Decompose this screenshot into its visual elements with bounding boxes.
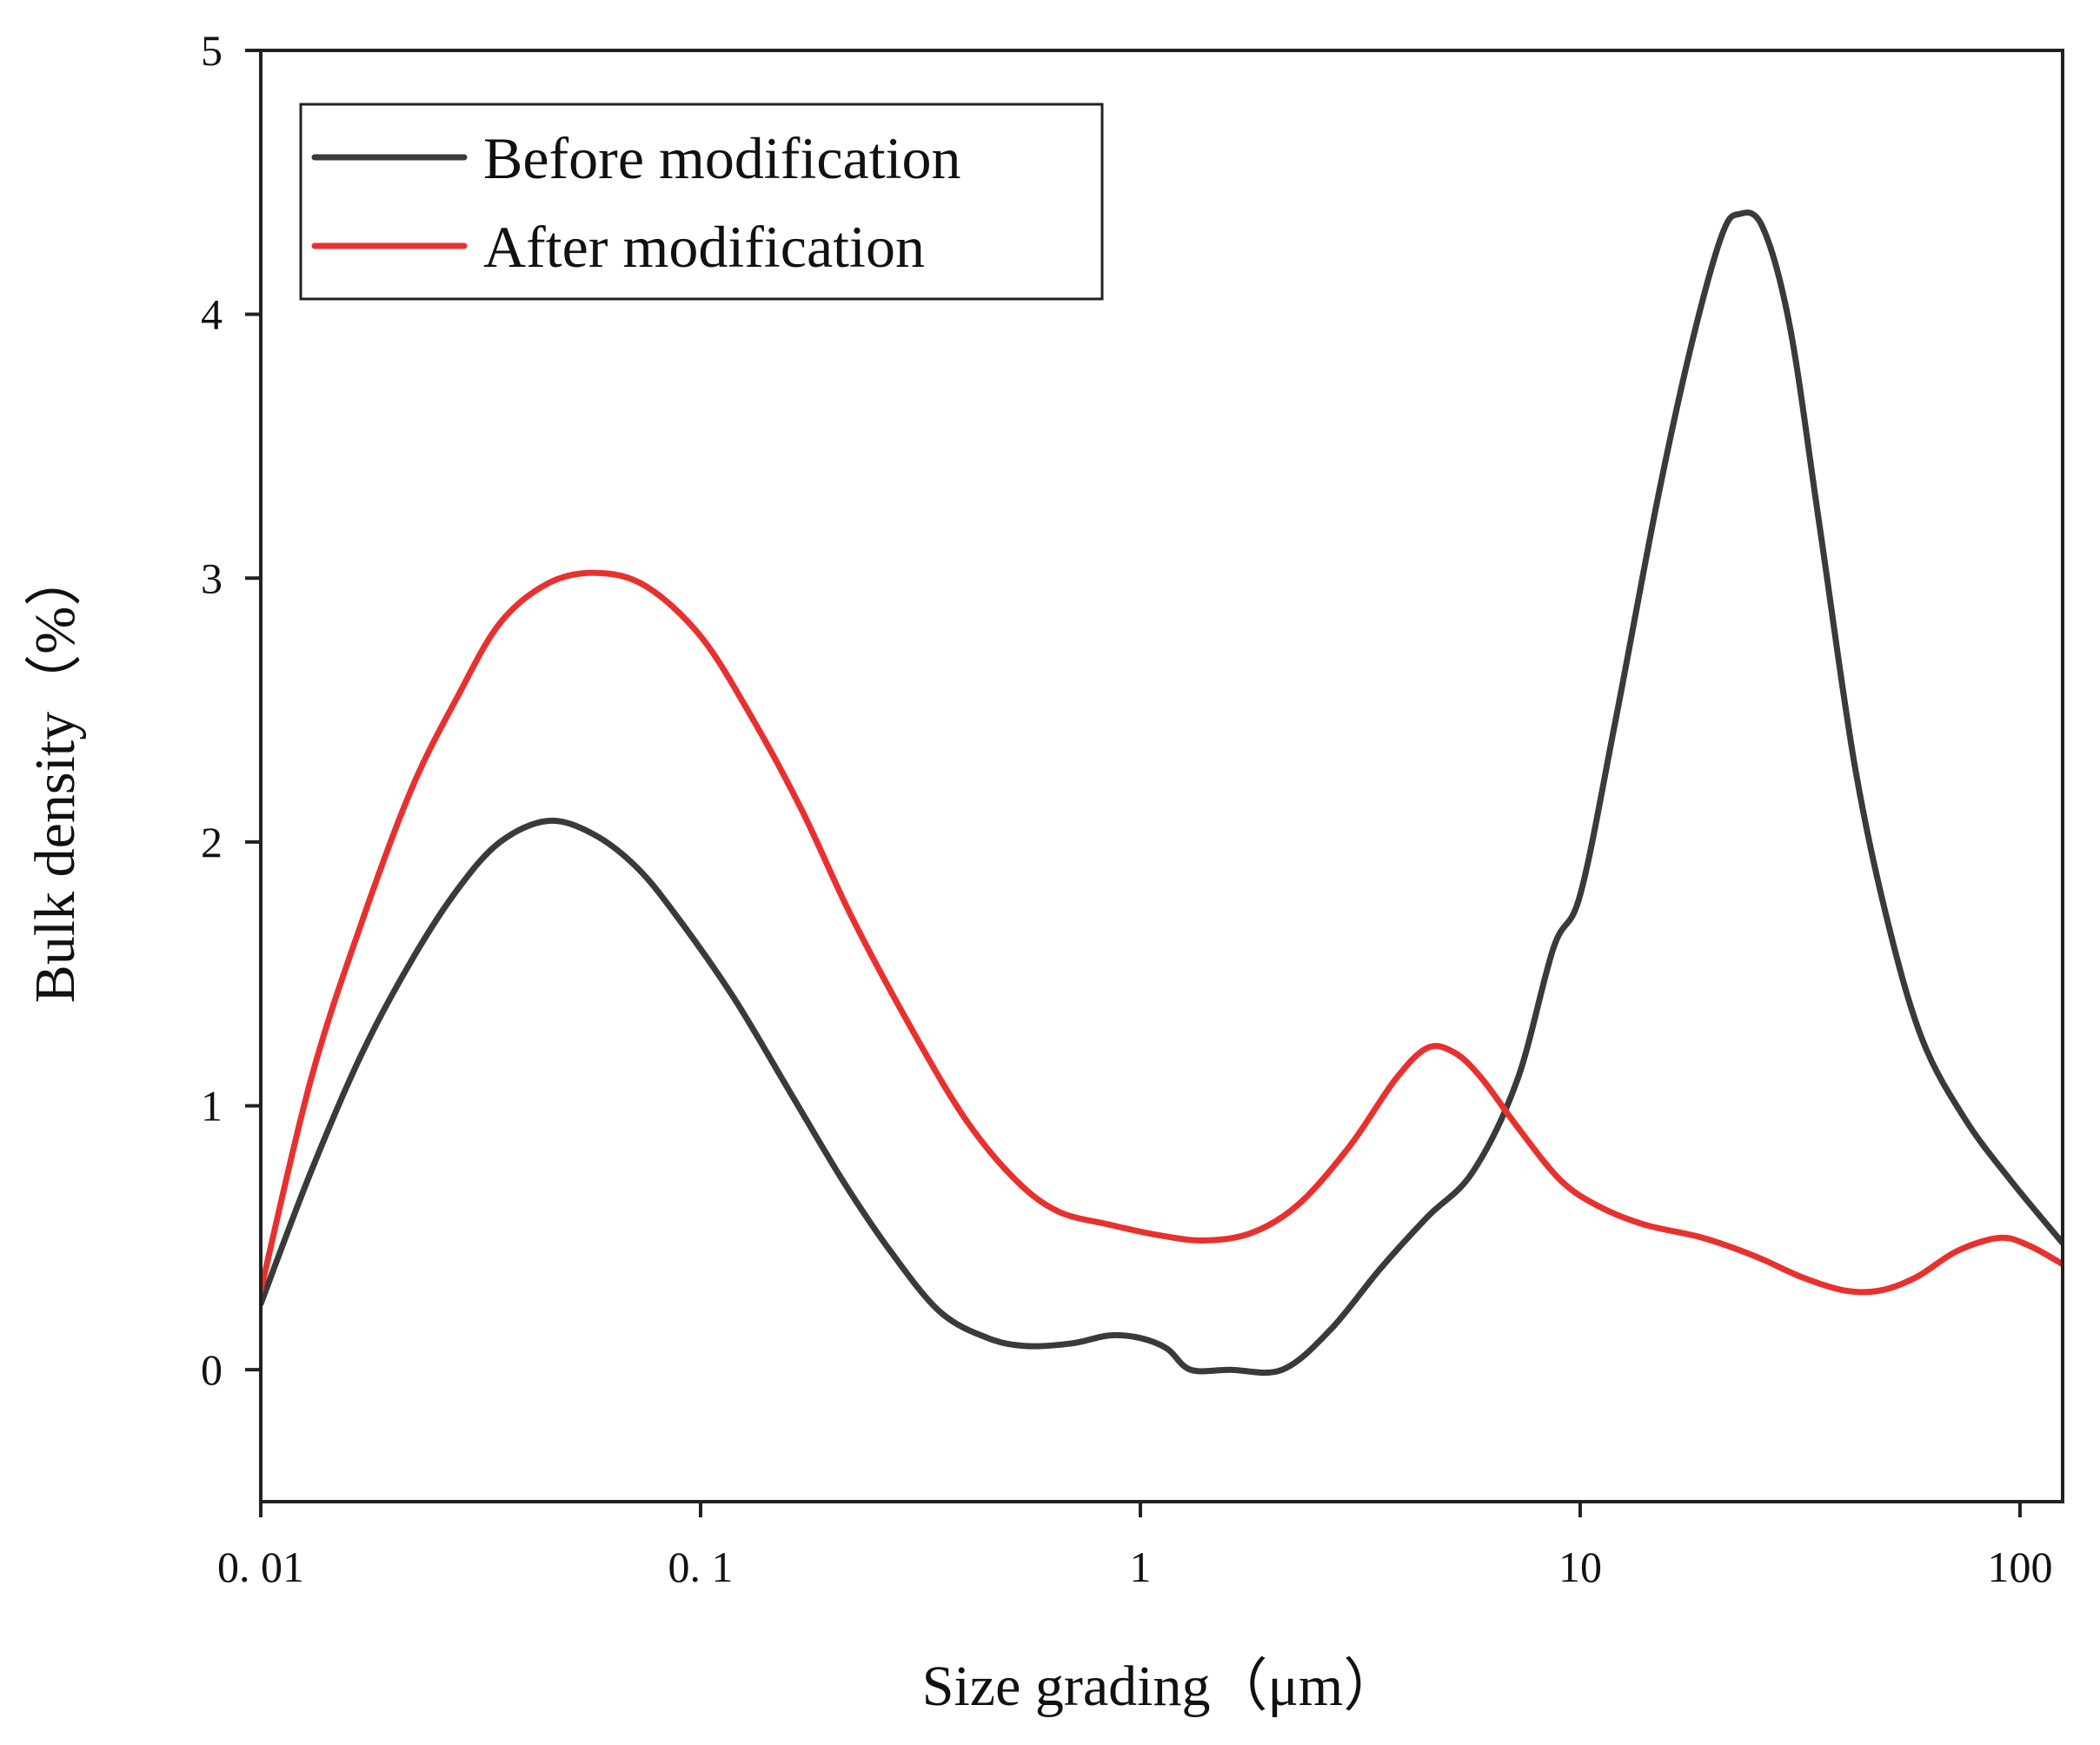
y-axis-ticks: 0 1 2 3 4 5 [201, 26, 261, 1394]
x-tick-label: 100 [1987, 1543, 2052, 1591]
legend-label-before-modification: Before modification [483, 125, 960, 191]
series-group [261, 209, 2063, 1377]
x-axis-ticks: 0. 01 0. 1 1 10 100 [217, 1502, 2052, 1591]
y-tick-label: 4 [201, 290, 223, 339]
series-line-after-modification [261, 569, 2063, 1296]
y-tick-label: 2 [201, 818, 223, 866]
x-tick-label: 0. 1 [668, 1543, 733, 1591]
y-tick-label: 5 [201, 26, 223, 75]
y-axis-title: Bulk density（%） [23, 549, 87, 1004]
x-axis-title: Size grading（μm） [922, 1655, 1400, 1718]
x-tick-label: 10 [1558, 1543, 1602, 1591]
x-tick-label: 1 [1129, 1543, 1151, 1591]
plot-frame [259, 49, 2064, 1503]
y-tick-label: 3 [201, 554, 223, 602]
legend: Before modification After modification [299, 103, 1104, 301]
legend-label-after-modification: After modification [483, 214, 925, 280]
y-tick-label: 0 [201, 1345, 223, 1394]
series-line-before-modification [261, 209, 2063, 1377]
legend-box [299, 103, 1104, 301]
y-tick-label: 1 [201, 1082, 223, 1131]
x-tick-label: 0. 01 [217, 1543, 304, 1591]
